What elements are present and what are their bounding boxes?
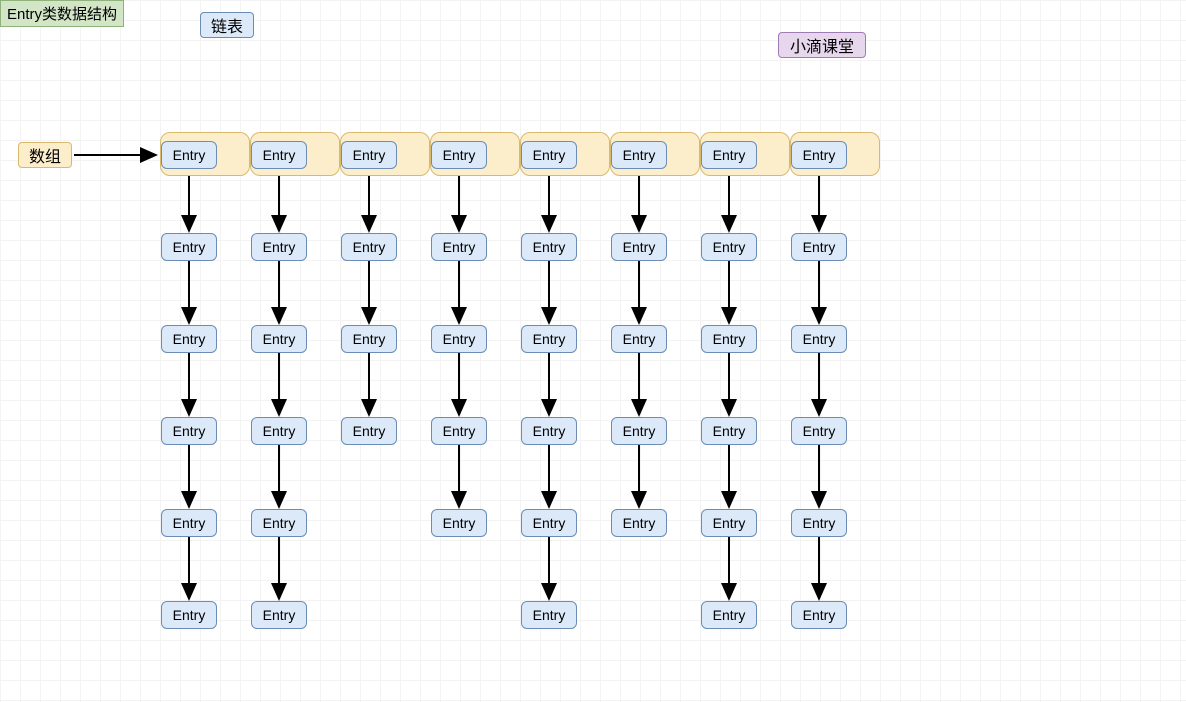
entry-node: Entry xyxy=(431,141,487,169)
entry-node: Entry xyxy=(161,141,217,169)
entry-node: Entry xyxy=(791,325,847,353)
entry-node-label: Entry xyxy=(263,423,296,439)
entry-node-label: Entry xyxy=(263,515,296,531)
entry-node: Entry xyxy=(431,233,487,261)
entry-node-label: Entry xyxy=(173,515,206,531)
entry-node-label: Entry xyxy=(173,423,206,439)
entry-node: Entry xyxy=(431,325,487,353)
entry-node-label: Entry xyxy=(533,515,566,531)
entry-node: Entry xyxy=(791,601,847,629)
entry-node-label: Entry xyxy=(533,331,566,347)
entry-node: Entry xyxy=(611,141,667,169)
entry-node-label: Entry xyxy=(443,423,476,439)
entry-struct-title: Entry类数据结构 xyxy=(0,0,124,27)
entry-node: Entry xyxy=(341,141,397,169)
entry-node-label: Entry xyxy=(263,147,296,163)
array-label-text: 数组 xyxy=(29,143,61,167)
entry-node: Entry xyxy=(611,233,667,261)
entry-node: Entry xyxy=(251,509,307,537)
entry-node: Entry xyxy=(791,233,847,261)
brand-label: 小滴课堂 xyxy=(778,32,866,58)
entry-node-label: Entry xyxy=(713,423,746,439)
entry-node-label: Entry xyxy=(623,331,656,347)
entry-node: Entry xyxy=(701,509,757,537)
entry-node-label: Entry xyxy=(623,423,656,439)
entry-node-label: Entry xyxy=(713,147,746,163)
entry-node: Entry xyxy=(161,601,217,629)
entry-node-label: Entry xyxy=(623,515,656,531)
entry-node-label: Entry xyxy=(803,147,836,163)
entry-node: Entry xyxy=(251,601,307,629)
entry-node: Entry xyxy=(701,325,757,353)
entry-node: Entry xyxy=(701,233,757,261)
entry-node-label: Entry xyxy=(533,423,566,439)
entry-node-label: Entry xyxy=(803,607,836,623)
entry-node-label: Entry xyxy=(623,239,656,255)
array-label: 数组 xyxy=(18,142,72,168)
entry-node: Entry xyxy=(521,141,577,169)
entry-node-label: Entry xyxy=(173,331,206,347)
entry-node-label: Entry xyxy=(353,331,386,347)
linked-list-label: 链表 xyxy=(200,12,254,38)
entry-node-label: Entry xyxy=(713,239,746,255)
entry-node-label: Entry xyxy=(533,147,566,163)
entry-struct-title-text: Entry类数据结构 xyxy=(7,6,117,23)
entry-node-label: Entry xyxy=(443,515,476,531)
entry-node-label: Entry xyxy=(533,239,566,255)
entry-node-label: Entry xyxy=(623,147,656,163)
entry-node: Entry xyxy=(161,325,217,353)
entry-node-label: Entry xyxy=(443,239,476,255)
entry-node: Entry xyxy=(251,325,307,353)
entry-node-label: Entry xyxy=(443,147,476,163)
entry-node-label: Entry xyxy=(173,239,206,255)
entry-node-label: Entry xyxy=(803,239,836,255)
entry-node: Entry xyxy=(701,417,757,445)
entry-node: Entry xyxy=(611,325,667,353)
linked-list-label-text: 链表 xyxy=(211,13,243,37)
entry-node: Entry xyxy=(341,417,397,445)
entry-node: Entry xyxy=(791,509,847,537)
entry-node: Entry xyxy=(791,141,847,169)
entry-node: Entry xyxy=(611,509,667,537)
entry-node: Entry xyxy=(701,141,757,169)
entry-node-label: Entry xyxy=(713,607,746,623)
entry-node-label: Entry xyxy=(533,607,566,623)
brand-label-text: 小滴课堂 xyxy=(790,33,854,57)
entry-node-label: Entry xyxy=(173,607,206,623)
entry-node: Entry xyxy=(161,509,217,537)
entry-node-label: Entry xyxy=(353,147,386,163)
entry-node-label: Entry xyxy=(803,331,836,347)
entry-node-label: Entry xyxy=(443,331,476,347)
entry-node: Entry xyxy=(611,417,667,445)
entry-node: Entry xyxy=(341,233,397,261)
entry-node: Entry xyxy=(341,325,397,353)
entry-node: Entry xyxy=(431,417,487,445)
entry-node-label: Entry xyxy=(173,147,206,163)
entry-node-label: Entry xyxy=(263,331,296,347)
entry-node-label: Entry xyxy=(353,423,386,439)
entry-node-label: Entry xyxy=(263,607,296,623)
entry-node: Entry xyxy=(521,325,577,353)
entry-node-label: Entry xyxy=(803,515,836,531)
entry-node: Entry xyxy=(161,233,217,261)
entry-node-label: Entry xyxy=(263,239,296,255)
entry-node: Entry xyxy=(161,417,217,445)
entry-node: Entry xyxy=(521,233,577,261)
entry-node: Entry xyxy=(251,233,307,261)
entry-node-label: Entry xyxy=(803,423,836,439)
entry-node: Entry xyxy=(521,601,577,629)
entry-node: Entry xyxy=(251,417,307,445)
entry-node: Entry xyxy=(521,417,577,445)
entry-node-label: Entry xyxy=(713,515,746,531)
entry-node: Entry xyxy=(251,141,307,169)
entry-node: Entry xyxy=(701,601,757,629)
entry-node-label: Entry xyxy=(353,239,386,255)
entry-node-label: Entry xyxy=(713,331,746,347)
entry-node: Entry xyxy=(431,509,487,537)
entry-node: Entry xyxy=(791,417,847,445)
entry-node: Entry xyxy=(521,509,577,537)
